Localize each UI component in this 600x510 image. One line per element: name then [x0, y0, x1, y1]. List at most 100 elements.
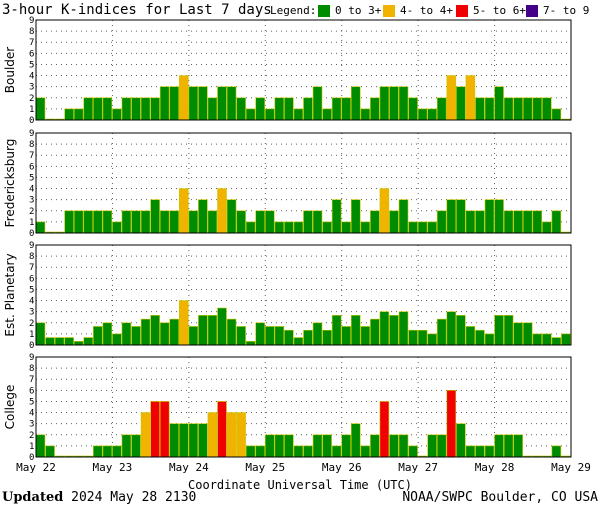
k-index-bar	[398, 86, 409, 121]
k-index-bar	[312, 322, 323, 346]
k-index-bar	[112, 221, 122, 234]
panel-series-name: Fredericksburg	[3, 139, 17, 228]
y-tick-label: 3	[29, 420, 34, 430]
y-tick-label: 5	[29, 173, 34, 183]
k-index-bar	[398, 311, 409, 346]
k-index-bar	[159, 322, 170, 346]
k-index-bar	[331, 199, 342, 234]
k-index-bar	[331, 315, 342, 346]
k-index-bar	[408, 445, 418, 458]
k-index-bar	[446, 390, 457, 458]
k-index-bar	[207, 315, 218, 346]
k-index-bar	[360, 108, 371, 121]
k-index-bar	[303, 97, 313, 121]
k-index-bar	[503, 434, 514, 458]
k-index-bar	[436, 318, 447, 346]
panel-frame	[35, 19, 572, 121]
k-index-bar	[475, 210, 485, 234]
k-index-bar	[64, 210, 74, 234]
k-index-bar	[121, 322, 132, 346]
k-index-bar	[112, 108, 122, 121]
k-index-bar	[150, 97, 160, 121]
y-tick-label: 8	[29, 27, 34, 37]
k-index-bar	[475, 97, 485, 121]
y-tick-label: 2	[29, 431, 34, 441]
k-index-bar	[322, 221, 332, 234]
k-index-bar	[140, 318, 151, 346]
k-index-bar	[532, 97, 543, 121]
panel-series-name: Est. Planetary	[3, 253, 17, 336]
k-index-bar	[274, 434, 285, 458]
k-index-bar	[217, 188, 227, 234]
k-index-bar	[255, 322, 265, 346]
k-index-bar	[360, 445, 371, 458]
k-index-bar	[360, 326, 371, 346]
k-index-bar	[293, 445, 304, 458]
k-index-bar	[513, 210, 523, 234]
panel-series-name: College	[3, 385, 17, 430]
k-index-bar	[379, 86, 390, 121]
k-index-bar	[64, 108, 74, 121]
x-tick-label: May 28	[475, 461, 515, 474]
k-index-bar	[93, 210, 103, 234]
k-index-bar	[389, 210, 399, 234]
k-index-bar	[456, 423, 466, 458]
k-index-bar	[513, 97, 523, 121]
k-index-bar	[494, 86, 504, 121]
k-index-bar	[389, 86, 399, 121]
legend-item-label: 0 to 3+	[335, 4, 382, 17]
k-index-bar	[303, 445, 313, 458]
k-index-bar	[131, 210, 141, 234]
k-index-bar	[465, 326, 476, 346]
k-index-bar	[140, 97, 151, 121]
y-tick-label: 9	[29, 241, 34, 251]
k-index-bar	[217, 401, 227, 458]
k-index-bar	[198, 86, 208, 121]
k-index-bar	[245, 341, 256, 346]
k-index-bar	[169, 210, 180, 234]
k-index-bar	[83, 337, 94, 346]
k-index-bar	[121, 210, 132, 234]
k-index-bar	[389, 434, 399, 458]
k-index-bar	[475, 329, 485, 346]
k-index-bar	[121, 434, 132, 458]
k-index-bar	[245, 108, 256, 121]
k-index-bar	[255, 97, 265, 121]
k-index-bar	[64, 337, 74, 346]
k-index-bar	[293, 108, 304, 121]
y-tick-label: 7	[29, 263, 34, 273]
k-index-bar	[551, 445, 562, 458]
k-index-bar	[274, 221, 285, 234]
k-index-bar	[93, 326, 103, 346]
k-index-bar	[551, 210, 562, 234]
k-index-bar	[102, 322, 113, 346]
x-axis: May 22 May 23 May 24 May 25 May 26 May 27 May …	[16, 461, 591, 474]
k-index-bar	[54, 337, 65, 346]
k-index-bar	[226, 412, 237, 458]
y-tick-label: 3	[29, 308, 34, 318]
y-tick-label: 9	[29, 129, 34, 139]
k-index-bar	[408, 97, 418, 121]
updated-label: Updated	[2, 490, 64, 505]
k-index-bar	[179, 188, 189, 234]
y-tick-label: 6	[29, 274, 34, 284]
x-tick-label: May 26	[322, 461, 362, 474]
legend-item-label: 5- to 6+	[473, 4, 526, 17]
k-index-bar	[207, 210, 218, 234]
legend-swatch	[318, 5, 330, 17]
y-tick-label: 8	[29, 364, 34, 374]
k-index-bar	[456, 86, 466, 121]
k-index-bar	[484, 97, 495, 121]
k-index-bar	[35, 434, 46, 458]
k-index-bar	[494, 199, 504, 234]
chart-title: 3-hour K-indices for Last 7 days	[2, 2, 272, 18]
k-index-bar	[303, 329, 313, 346]
footer-updated: Updated 2024 May 28 2130	[2, 490, 196, 505]
k-index-bar	[322, 434, 332, 458]
y-tick-label: 4	[29, 185, 34, 195]
k-index-bar	[169, 423, 180, 458]
k-index-bar	[370, 434, 380, 458]
